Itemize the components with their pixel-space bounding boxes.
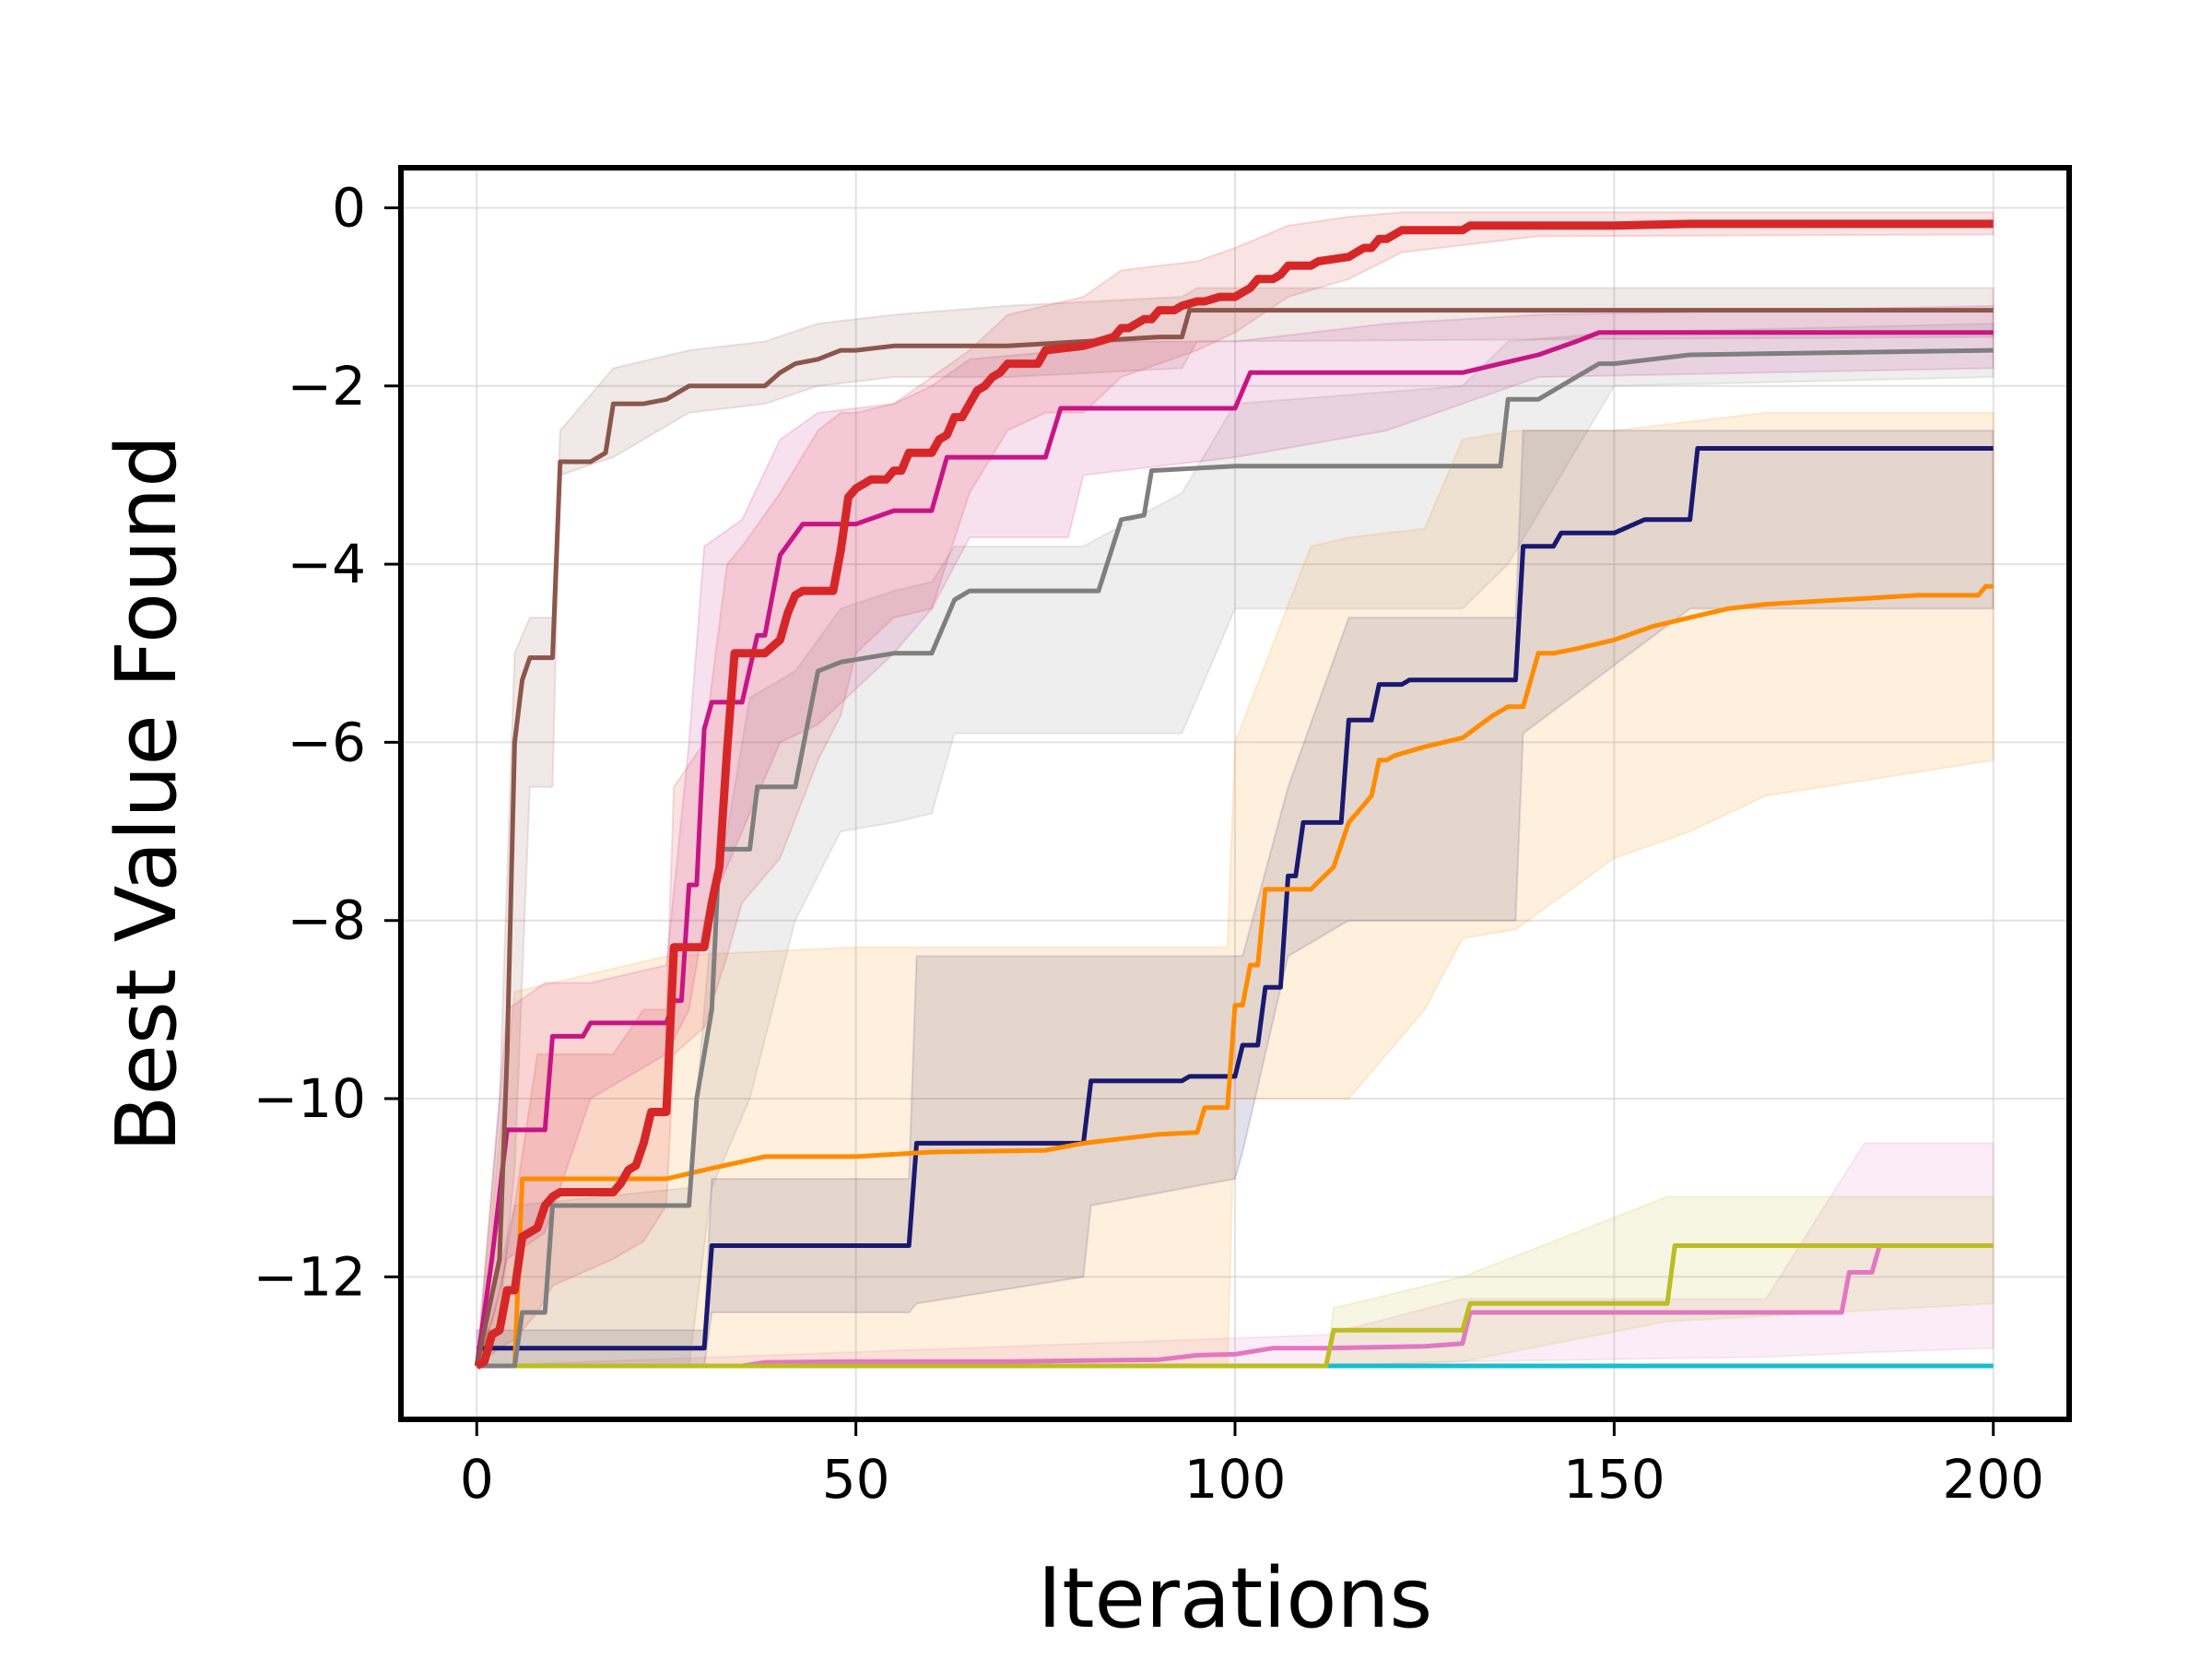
x-tick-label: 0 — [460, 1448, 494, 1511]
series-line-pink — [477, 1243, 1994, 1369]
x-tick-label: 150 — [1563, 1448, 1665, 1511]
series-line-magenta — [474, 330, 1994, 1367]
x-tick-label: 200 — [1942, 1448, 2044, 1511]
y-tick-label: 0 — [332, 176, 366, 239]
series-line-orange — [477, 583, 1994, 1369]
grid-layer — [401, 168, 2069, 1419]
tick-layer: 0 50 100 150 200 0 −2 −4 −6 −8 −10 −12 — [253, 176, 2044, 1511]
band-navy — [476, 429, 1994, 1367]
series-line-navy — [477, 446, 1994, 1351]
y-tick-label: −6 — [288, 711, 367, 773]
series-line-red — [475, 219, 1994, 1370]
y-tick-label: −2 — [288, 355, 367, 418]
line-layer — [474, 219, 1994, 1370]
x-tick-label: 50 — [822, 1448, 890, 1511]
y-axis-title: Best Value Found — [99, 435, 195, 1153]
series-line-gray — [477, 347, 1994, 1369]
series-line-brown — [474, 308, 1994, 1367]
x-axis-title: Iterations — [1038, 1550, 1433, 1647]
band-magenta — [476, 304, 1994, 1367]
x-tick-label: 100 — [1184, 1448, 1287, 1511]
series-line-olive — [477, 1243, 1994, 1369]
y-tick-label: −10 — [253, 1067, 366, 1130]
y-tick-label: −12 — [253, 1245, 366, 1308]
y-tick-label: −4 — [288, 533, 367, 595]
y-tick-label: −8 — [288, 889, 367, 952]
